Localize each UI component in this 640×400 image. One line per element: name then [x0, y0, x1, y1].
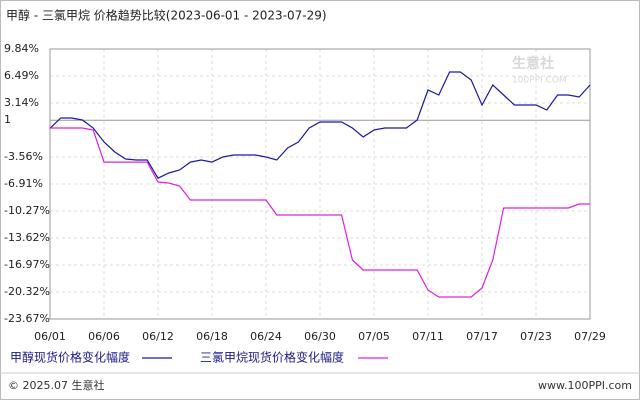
series-line — [50, 127, 590, 298]
y-tick-label: -23.67% — [4, 312, 50, 325]
y-tick-label: -6.91% — [4, 177, 43, 190]
y-tick-label: 1 — [4, 113, 11, 126]
footer-right: www.100PPI.com — [538, 379, 632, 392]
x-tick-label: 06/12 — [142, 330, 174, 343]
x-tick-label: 07/05 — [358, 330, 390, 343]
y-tick-label: 9.84% — [4, 42, 39, 55]
chart-title: 甲醇 - 三氯甲烷 价格趋势比较(2023-06-01 - 2023-07-29… — [6, 8, 327, 23]
footer-left: © 2025.07 生意社 — [8, 378, 104, 392]
y-tick-label: -3.56% — [4, 150, 43, 163]
x-tick-label: 06/24 — [250, 330, 282, 343]
y-tick-label: -13.62% — [4, 231, 50, 244]
y-tick-label: 3.14% — [4, 96, 39, 109]
series-line — [49, 71, 591, 179]
x-tick-label: 06/06 — [88, 330, 120, 343]
legend-label: 三氯甲烷现货价格变化幅度 — [200, 350, 344, 365]
y-tick-label: -16.97% — [4, 258, 50, 271]
x-tick-label: 06/18 — [196, 330, 228, 343]
x-tick-label: 07/23 — [520, 330, 552, 343]
legend-label: 甲醇现货价格变化幅度 — [10, 350, 130, 365]
y-tick-label: -20.32% — [4, 285, 50, 298]
watermark-name: 生意社 — [512, 55, 554, 72]
watermark-site: 100PPI.COM — [512, 76, 567, 86]
y-tick-label: 6.49% — [4, 69, 39, 82]
x-tick-label: 07/17 — [466, 330, 498, 343]
y-tick-label: -10.27% — [4, 204, 50, 217]
x-tick-label: 06/30 — [304, 330, 336, 343]
x-tick-label: 07/11 — [412, 330, 444, 343]
x-tick-label: 07/29 — [574, 330, 606, 343]
x-tick-label: 06/01 — [34, 330, 66, 343]
plot-area — [49, 48, 591, 320]
